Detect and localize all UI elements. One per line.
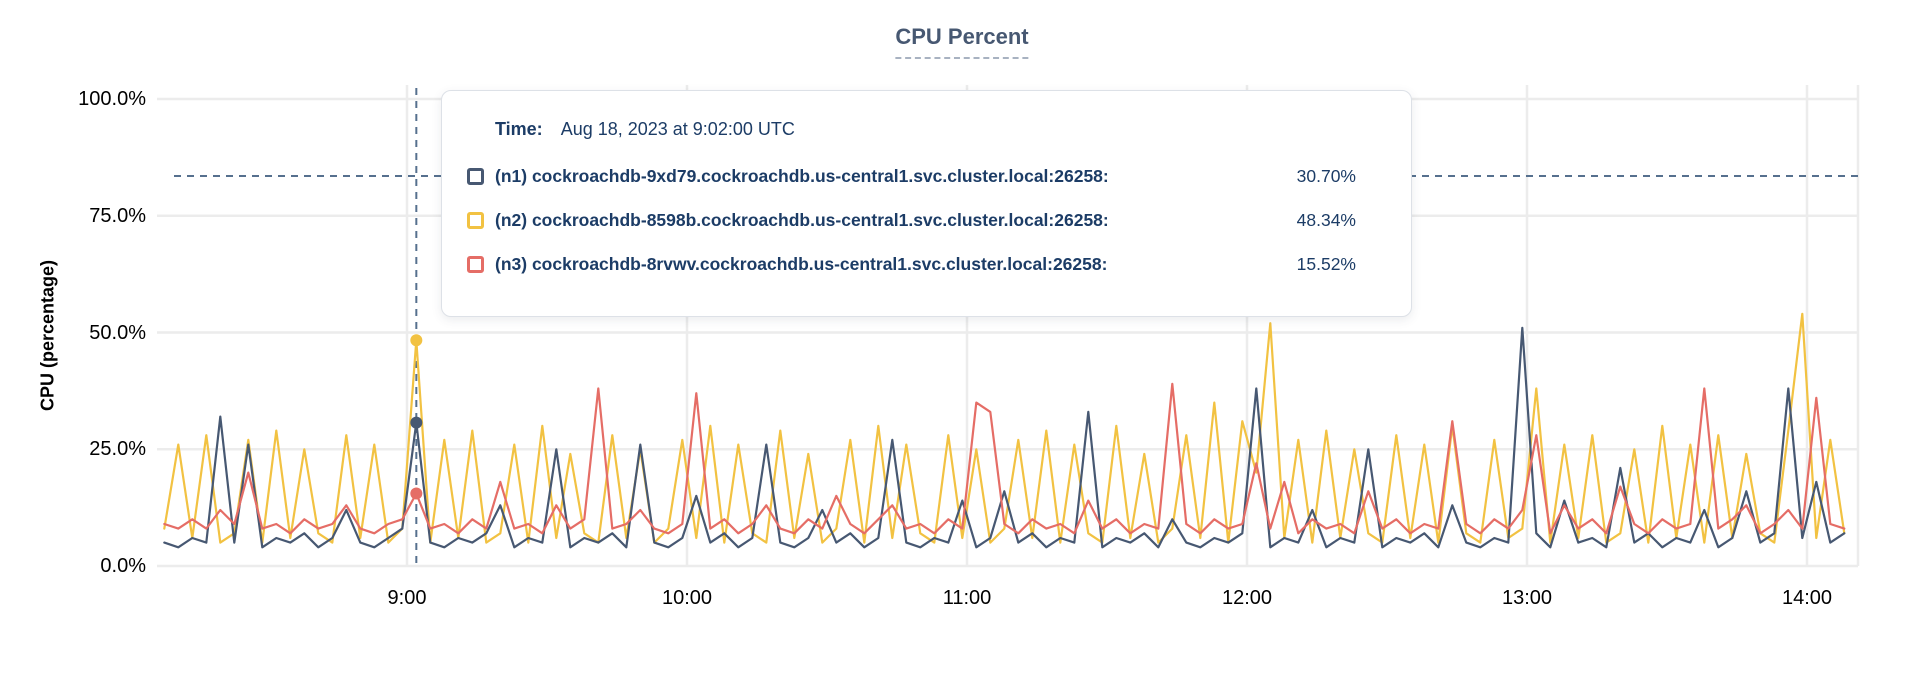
y-tick-label: 100.0% xyxy=(78,88,146,110)
tooltip-series-row-n3: (n3) cockroachdb-8rvwv.cockroachdb.us-ce… xyxy=(467,251,1356,277)
x-tick-label: 14:00 xyxy=(1781,587,1833,609)
hover-dot-n1 xyxy=(410,416,423,429)
x-tick-label: 12:00 xyxy=(1221,587,1273,609)
tooltip-time-row: Time: Aug 18, 2023 at 9:02:00 UTC xyxy=(495,119,1356,145)
chart-tooltip: Time: Aug 18, 2023 at 9:02:00 UTC (n1) c… xyxy=(441,90,1412,317)
series-label-n3: (n3) cockroachdb-8rvwv.cockroachdb.us-ce… xyxy=(495,253,1108,274)
series-line-n1 xyxy=(163,326,1846,549)
series-swatch-n1-icon xyxy=(467,167,484,185)
x-tick-label: 11:00 xyxy=(942,587,992,609)
hover-dot-n2 xyxy=(410,334,423,347)
tooltip-series-row-n2: (n2) cockroachdb-8598b.cockroachdb.us-ce… xyxy=(467,207,1356,233)
series-swatch-n2-icon xyxy=(467,211,484,229)
tooltip-series-row-n1: (n1) cockroachdb-9xd79.cockroachdb.us-ce… xyxy=(467,163,1356,189)
x-tick-label: 13:00 xyxy=(1501,587,1553,609)
x-tick-label: 9:00 xyxy=(387,587,427,609)
tooltip-time-label: Time: xyxy=(495,119,543,139)
series-label-n2: (n2) cockroachdb-8598b.cockroachdb.us-ce… xyxy=(495,209,1109,230)
y-tick-label: 25.0% xyxy=(89,438,146,461)
chart-title: CPU Percent xyxy=(895,24,1029,59)
series-line-n2 xyxy=(163,312,1846,544)
y-tick-label: 50.0% xyxy=(89,321,146,344)
series-swatch-n3-icon xyxy=(467,255,484,273)
series-line-n3 xyxy=(163,382,1846,535)
tooltip-time-value: Aug 18, 2023 at 9:02:00 UTC xyxy=(560,119,795,139)
series-label-n1: (n1) cockroachdb-9xd79.cockroachdb.us-ce… xyxy=(495,165,1109,186)
y-tick-label: 0.0% xyxy=(100,555,146,577)
series-value-n2: 48.34% xyxy=(1296,209,1356,230)
series-value-n1: 30.70% xyxy=(1296,165,1356,186)
hover-dot-n3 xyxy=(410,487,423,500)
y-tick-label: 75.0% xyxy=(89,204,146,227)
series-value-n3: 15.52% xyxy=(1296,253,1356,274)
x-tick-label: 10:00 xyxy=(661,587,713,609)
